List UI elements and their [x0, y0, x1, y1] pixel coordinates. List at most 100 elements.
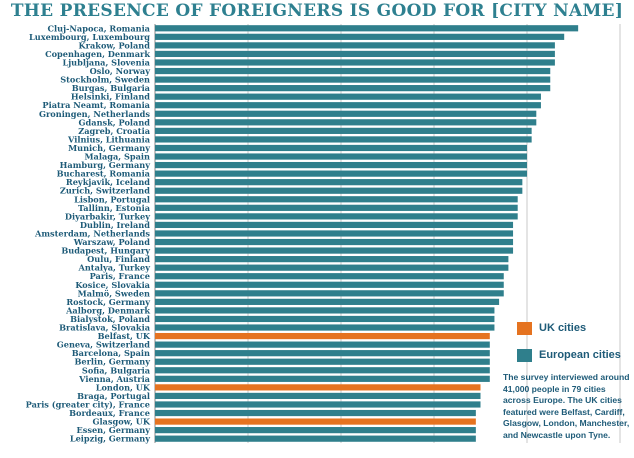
bar	[155, 281, 504, 288]
bar	[155, 230, 514, 237]
legend-item-european: European cities	[517, 347, 632, 363]
category-label: Hamburg, Germany	[60, 160, 151, 170]
bar	[155, 42, 555, 49]
category-label: Oulu, Finland	[87, 254, 150, 264]
bar	[155, 153, 527, 160]
bar	[155, 307, 495, 314]
legend-label-european: European cities	[539, 349, 621, 361]
category-label: Glasgow, UK	[92, 417, 150, 427]
category-label: Munich, Germany	[68, 143, 150, 153]
category-label: Oslo, Norway	[90, 66, 151, 76]
legend-swatch-european	[517, 348, 532, 362]
category-label: Aalborg, Denmark	[65, 305, 150, 315]
bar	[155, 85, 551, 92]
bar	[155, 350, 490, 357]
bar	[155, 256, 509, 263]
category-label: Sofia, Bulgaria	[82, 365, 151, 375]
bar	[155, 127, 532, 134]
bar	[155, 315, 495, 323]
category-label: Lisbon, Portugal	[74, 194, 150, 204]
category-label: Bucharest, Romania	[57, 169, 151, 179]
category-label: Malmö, Sweden	[78, 288, 150, 298]
category-label: Belfast, UK	[98, 331, 151, 341]
bar	[155, 298, 500, 305]
bar	[155, 427, 476, 434]
bar	[155, 273, 504, 280]
bar	[155, 93, 541, 100]
bar	[155, 358, 490, 365]
category-label: Bialystok, Poland	[70, 314, 150, 324]
bar	[155, 102, 541, 109]
bar	[155, 290, 504, 297]
category-label: Malaga, Spain	[84, 152, 150, 162]
category-label: Helsinki, Finland	[71, 92, 150, 102]
category-label: Antalya, Turkey	[77, 263, 150, 273]
bar	[155, 33, 565, 40]
survey-note: The survey interviewed around 41,000 peo…	[503, 372, 630, 440]
category-label: Zurich, Switzerland	[60, 186, 150, 196]
category-label: Burgas, Bulgaria	[72, 83, 151, 93]
category-label: Dublin, Ireland	[80, 220, 150, 230]
category-label: Leipzig, Germany	[70, 434, 150, 444]
category-label: Paris (greater city), France	[26, 399, 150, 409]
category-label: Warszaw, Poland	[73, 237, 151, 247]
category-label: Diyarbakir, Turkey	[65, 211, 150, 221]
bar	[155, 213, 518, 220]
category-label: Tallinn, Estonia	[78, 203, 151, 213]
bar	[155, 341, 490, 348]
bar	[155, 367, 490, 374]
category-label: Budapest, Hungary	[61, 246, 150, 256]
bar	[155, 375, 490, 382]
category-label: Piatra Neamt, Romania	[42, 100, 150, 110]
category-label: Luxembourg, Luxembourg	[29, 32, 150, 42]
bar	[155, 187, 523, 194]
bar	[155, 50, 555, 58]
category-label: Stockholm, Sweden	[60, 75, 150, 85]
category-label: Geneva, Switzerland	[57, 340, 151, 350]
bar	[155, 136, 532, 143]
bar	[155, 392, 481, 400]
category-label: Reykjavik, Iceland	[66, 177, 150, 187]
bar	[155, 144, 527, 152]
category-label: Krakow, Poland	[79, 40, 151, 50]
category-label: Rostock, Germany	[66, 297, 150, 307]
bar	[155, 196, 518, 203]
category-label: Cluj-Napoca, Romania	[47, 23, 150, 33]
bar	[155, 264, 509, 271]
bar	[155, 401, 481, 408]
chart-title: THE PRESENCE OF FOREIGNERS IS GOOD FOR […	[10, 1, 624, 21]
bar	[155, 324, 495, 331]
bar	[155, 247, 514, 254]
category-label: Paris, France	[90, 271, 150, 281]
bar	[155, 59, 555, 66]
bar	[155, 221, 514, 229]
bar	[155, 418, 476, 425]
bar	[155, 435, 476, 442]
bar	[155, 110, 537, 117]
legend-swatch-uk	[517, 321, 532, 335]
category-label: Vienna, Austria	[78, 374, 151, 384]
category-label: Bratislava, Slovakia	[59, 323, 151, 333]
bar	[155, 179, 523, 186]
category-label: Berlin, Germany	[74, 357, 150, 367]
category-label: Bordeaux, France	[69, 408, 150, 418]
bar	[155, 67, 551, 75]
category-label: Groningen, Netherlands	[39, 109, 150, 119]
category-label: Braga, Portugal	[77, 391, 150, 401]
bar	[155, 25, 579, 32]
category-label: Copenhagen, Denmark	[45, 49, 150, 59]
bar	[155, 170, 527, 177]
category-label: London, UK	[96, 382, 151, 392]
bar	[155, 204, 518, 211]
bar	[155, 76, 551, 83]
category-label: Barcelona, Spain	[72, 348, 150, 358]
category-label: Ljubljana, Slovenia	[62, 57, 150, 67]
bar	[155, 119, 537, 126]
bar	[155, 161, 527, 169]
category-label: Vilnius, Lithuania	[67, 134, 151, 144]
bar	[155, 332, 490, 340]
category-label: Zagreb, Croatia	[78, 126, 150, 136]
category-label: Kosice, Slovakia	[75, 280, 150, 290]
bar	[155, 238, 514, 246]
